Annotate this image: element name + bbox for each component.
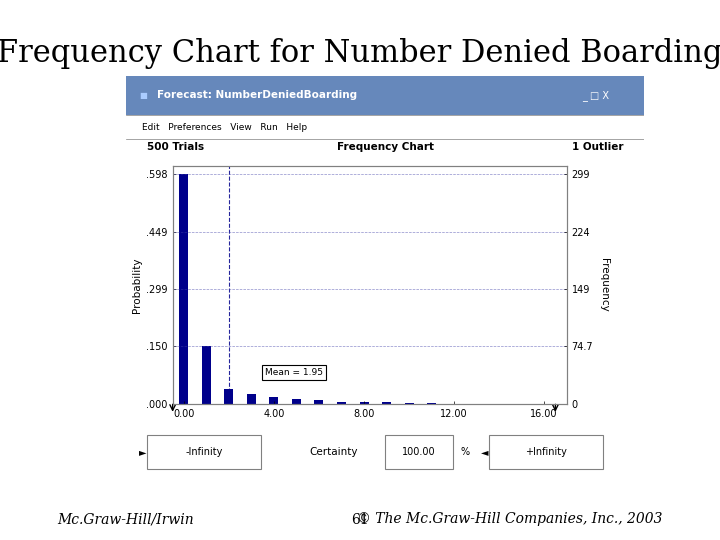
Text: _ □ X: _ □ X (582, 90, 609, 101)
Text: ►: ► (139, 447, 146, 457)
Bar (337, 402, 346, 404)
Bar (405, 403, 413, 404)
Bar (382, 402, 391, 404)
Text: Forecast: NumberDeniedBoarding: Forecast: NumberDeniedBoarding (157, 90, 357, 100)
Bar (147, 435, 261, 469)
Bar (269, 397, 279, 404)
Text: Certainty: Certainty (309, 447, 358, 457)
Text: Mean = 1.95: Mean = 1.95 (265, 368, 323, 377)
Y-axis label: Frequency: Frequency (599, 258, 608, 312)
Y-axis label: Probability: Probability (132, 257, 142, 313)
Bar (179, 174, 189, 404)
Bar (202, 346, 211, 404)
Bar (315, 400, 323, 404)
Text: Frequency Chart for Number Denied Boarding: Frequency Chart for Number Denied Boardi… (0, 38, 720, 69)
Bar (427, 403, 436, 404)
Text: 500 Trials: 500 Trials (147, 143, 204, 152)
Text: Mc.Graw-Hill/Irwin: Mc.Graw-Hill/Irwin (58, 512, 194, 526)
Text: ◄: ◄ (481, 447, 489, 457)
Text: 61: 61 (351, 512, 369, 526)
Text: Edit   Preferences   View   Run   Help: Edit Preferences View Run Help (142, 123, 307, 132)
Bar (292, 399, 301, 404)
Bar (126, 76, 644, 114)
Text: 100.00: 100.00 (402, 447, 436, 457)
Text: -Infinity: -Infinity (185, 447, 222, 457)
Bar (247, 394, 256, 404)
Bar (489, 435, 603, 469)
Bar (385, 435, 453, 469)
Bar (225, 389, 233, 404)
Text: © The Mc.Graw-Hill Companies, Inc., 2003: © The Mc.Graw-Hill Companies, Inc., 2003 (357, 512, 662, 526)
Text: Frequency Chart: Frequency Chart (337, 143, 433, 152)
Text: 1 Outlier: 1 Outlier (572, 143, 624, 152)
Bar (359, 402, 369, 404)
Text: %: % (460, 447, 469, 457)
Text: +Infinity: +Infinity (525, 447, 567, 457)
Text: ■: ■ (139, 91, 147, 100)
